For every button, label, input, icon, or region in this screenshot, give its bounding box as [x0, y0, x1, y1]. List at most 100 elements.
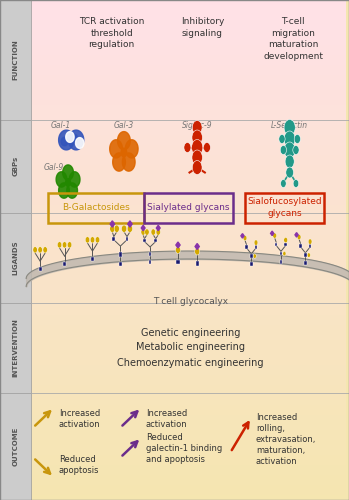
Bar: [31, 30, 346, 35]
Bar: [31, 100, 346, 105]
Bar: [143, 239, 146, 242]
Text: Gal-1: Gal-1: [51, 122, 71, 130]
Polygon shape: [68, 130, 84, 150]
Text: LIGANDS: LIGANDS: [13, 240, 19, 275]
Circle shape: [284, 131, 295, 147]
Bar: [31, 320, 346, 325]
Polygon shape: [241, 234, 244, 238]
Bar: [155, 239, 157, 242]
Bar: [0, 0, 31, 120]
Bar: [31, 410, 346, 415]
Bar: [31, 20, 346, 25]
Bar: [31, 435, 346, 440]
Bar: [31, 300, 346, 305]
Text: INTERVENTION: INTERVENTION: [13, 318, 19, 377]
Bar: [31, 375, 346, 380]
Bar: [31, 135, 346, 140]
Polygon shape: [113, 153, 125, 171]
Bar: [31, 185, 346, 190]
Bar: [299, 244, 302, 248]
Bar: [31, 55, 346, 60]
Bar: [31, 220, 346, 225]
Bar: [31, 75, 346, 80]
Polygon shape: [110, 140, 122, 158]
Circle shape: [145, 229, 149, 235]
Circle shape: [151, 229, 155, 235]
Polygon shape: [66, 132, 74, 142]
Circle shape: [85, 236, 90, 243]
Bar: [309, 244, 311, 248]
Bar: [280, 252, 282, 256]
Bar: [31, 200, 346, 205]
Bar: [31, 230, 346, 235]
Bar: [31, 25, 346, 30]
Bar: [31, 380, 346, 385]
Text: Increased
activation: Increased activation: [146, 409, 187, 429]
Circle shape: [284, 120, 295, 136]
Circle shape: [62, 242, 67, 248]
Bar: [126, 236, 128, 241]
Polygon shape: [125, 140, 138, 158]
Bar: [31, 145, 346, 150]
Bar: [31, 175, 346, 180]
Bar: [31, 35, 346, 40]
Bar: [31, 250, 346, 255]
Polygon shape: [59, 130, 74, 150]
Bar: [31, 465, 346, 470]
Bar: [31, 85, 346, 90]
Bar: [31, 355, 346, 360]
Circle shape: [121, 225, 127, 232]
Bar: [149, 260, 151, 264]
Circle shape: [33, 246, 37, 253]
Bar: [250, 262, 253, 266]
Bar: [31, 480, 346, 485]
Bar: [31, 470, 346, 475]
Bar: [31, 495, 346, 500]
Bar: [31, 270, 346, 275]
Circle shape: [293, 180, 299, 188]
Text: TCR activation
threshold
regulation: TCR activation threshold regulation: [79, 18, 144, 50]
Polygon shape: [176, 242, 180, 248]
Circle shape: [95, 236, 100, 243]
Bar: [31, 265, 346, 270]
Circle shape: [156, 229, 161, 235]
Bar: [284, 243, 287, 246]
Bar: [31, 215, 346, 220]
Bar: [63, 262, 66, 266]
Circle shape: [65, 178, 71, 187]
Circle shape: [293, 146, 299, 154]
Polygon shape: [75, 138, 84, 148]
Text: Gal-9: Gal-9: [44, 162, 64, 172]
Polygon shape: [56, 172, 67, 187]
Bar: [31, 15, 346, 20]
Bar: [31, 180, 346, 185]
Bar: [31, 205, 346, 210]
Bar: [255, 246, 257, 249]
Bar: [31, 350, 346, 355]
Bar: [31, 5, 346, 10]
Circle shape: [192, 130, 202, 145]
Circle shape: [307, 253, 310, 258]
Bar: [31, 120, 346, 125]
Circle shape: [286, 167, 294, 178]
Text: Genetic engineering: Genetic engineering: [141, 328, 240, 338]
Polygon shape: [195, 244, 199, 250]
Bar: [31, 280, 346, 285]
Bar: [245, 192, 324, 222]
Bar: [31, 165, 346, 170]
Bar: [31, 360, 346, 365]
Bar: [31, 310, 346, 315]
Bar: [31, 110, 346, 115]
Bar: [31, 455, 346, 460]
Bar: [31, 485, 346, 490]
Polygon shape: [59, 183, 69, 198]
Circle shape: [280, 146, 287, 154]
Circle shape: [254, 240, 258, 246]
Polygon shape: [141, 226, 145, 230]
Text: GBPs: GBPs: [13, 156, 19, 176]
Circle shape: [192, 120, 202, 134]
Bar: [31, 405, 346, 410]
Bar: [119, 262, 122, 266]
Bar: [91, 256, 94, 261]
Bar: [31, 245, 346, 250]
